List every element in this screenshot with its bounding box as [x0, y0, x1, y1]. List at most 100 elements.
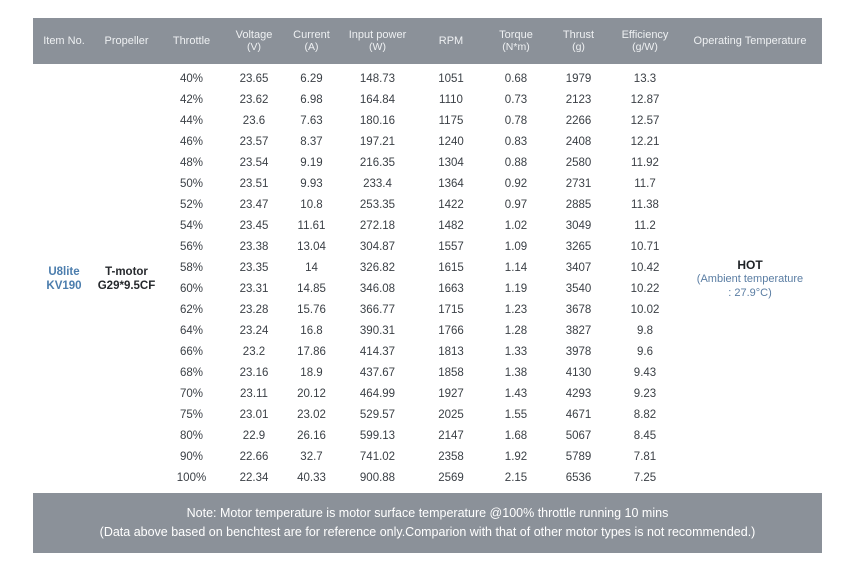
header-cell: Voltage (V): [225, 29, 283, 53]
table-cell: 23.6: [242, 114, 266, 127]
header-label: Thrust: [562, 29, 595, 41]
table-cell: 10.8: [300, 198, 323, 211]
table-cell: 1557: [438, 240, 464, 253]
table-cell: 216.35: [359, 156, 396, 169]
header-label: Voltage: [235, 29, 273, 41]
item-no-line2: KV190: [46, 279, 82, 292]
table-cell: 13.04: [297, 240, 326, 253]
table-cell: 900.88: [359, 472, 396, 485]
table-cell: 70%: [179, 388, 204, 401]
table-cell: 3407: [565, 261, 592, 274]
table-cell: 3978: [565, 346, 592, 359]
table-cell: 14: [305, 261, 318, 274]
table-cell: 8.45: [633, 430, 657, 443]
propeller-line1: T-motor: [105, 265, 148, 278]
table-cell: 48%: [179, 156, 204, 169]
table-cell: 23.31: [239, 282, 269, 295]
table-cell: 1715: [438, 304, 464, 317]
table-cell: 7.81: [633, 451, 657, 464]
table-row: 62% 23.28 15.76 366.77 1715 1.23 3678 10.02: [158, 300, 678, 321]
table-cell: 164.84: [359, 93, 396, 106]
table-cell: 0.83: [504, 135, 528, 148]
table-cell: 10.71: [630, 240, 660, 253]
table-cell: 1.68: [504, 430, 528, 443]
table-cell: 23.28: [239, 304, 269, 317]
propeller-line2: G29*9.5CF: [97, 279, 156, 292]
table-cell: 272.18: [359, 219, 396, 232]
table-cell: 1813: [438, 346, 464, 359]
header-label: Input power: [348, 29, 407, 41]
table-cell: 11.61: [297, 219, 326, 232]
table-cell: 20.12: [297, 388, 326, 401]
table-cell: 1.19: [504, 282, 528, 295]
table-row: 40% 23.65 6.29 148.73 1051 0.68 1979 13.3: [158, 68, 678, 89]
table-cell: 1.02: [504, 219, 528, 232]
header-label: Current: [293, 29, 330, 41]
table-cell: 0.97: [504, 198, 528, 211]
table-cell: 0.92: [504, 177, 528, 190]
header-label: Item No.: [43, 35, 85, 47]
table-cell: 12.57: [630, 114, 660, 127]
table-row: 58% 23.35 14 326.82 1615 1.14 3407 10.42: [158, 257, 678, 278]
header-label: RPM: [438, 35, 464, 47]
header-label: Throttle: [172, 35, 211, 47]
table-cell: 50%: [179, 177, 204, 190]
table-cell: 23.65: [239, 72, 269, 85]
table-cell: 2025: [438, 409, 464, 422]
table-row: 68% 23.16 18.9 437.67 1858 1.38 4130 9.43: [158, 363, 678, 384]
table-cell: 253.35: [359, 198, 396, 211]
table-cell: 2731: [565, 177, 592, 190]
header-cell: Operating Temperature: [678, 35, 822, 47]
table-cell: 0.88: [504, 156, 528, 169]
table-cell: 23.11: [240, 388, 268, 401]
table-cell: 23.38: [239, 240, 269, 253]
table-cell: 80%: [179, 430, 204, 443]
table-cell: 2358: [438, 451, 464, 464]
table-cell: 10.42: [630, 261, 660, 274]
ambient-temperature-line2: : 27.9°C): [728, 286, 772, 299]
table-footer-note: Note: Motor temperature is motor surface…: [33, 493, 822, 553]
table-cell: 52%: [179, 198, 204, 211]
header-label: Propeller: [104, 35, 149, 47]
header-unit: (g): [572, 41, 585, 53]
table-cell: 9.43: [633, 367, 657, 380]
table-row: 64% 23.24 16.8 390.31 1766 1.28 3827 9.8: [158, 321, 678, 342]
table-cell: 54%: [179, 219, 204, 232]
table-cell: 23.47: [239, 198, 269, 211]
table-cell: 60%: [179, 282, 204, 295]
table-cell: 599.13: [359, 430, 396, 443]
table-cell: 8.82: [633, 409, 657, 422]
table-cell: 1240: [438, 135, 464, 148]
table-cell: 2.15: [504, 472, 528, 485]
table-cell: 1.43: [504, 388, 528, 401]
table-cell: 464.99: [359, 388, 396, 401]
table-row: 70% 23.11 20.12 464.99 1927 1.43 4293 9.23: [158, 384, 678, 405]
table-cell: 6.29: [300, 72, 323, 85]
table-cell: 22.34: [239, 472, 269, 485]
table-cell: 1051: [438, 72, 464, 85]
footer-note-line2: (Data above based on benchtest are for r…: [99, 525, 756, 539]
table-row: 42% 23.62 6.98 164.84 1110 0.73 2123 12.87: [158, 89, 678, 110]
header-cell: Throttle: [158, 35, 225, 47]
motor-test-table: Item No. Propeller Throttle Voltage (V) Curre…: [33, 18, 822, 553]
table-cell: 14.85: [297, 282, 326, 295]
table-cell: 9.8: [637, 325, 653, 338]
table-cell: 44%: [179, 114, 204, 127]
header-cell: Efficiency (g/W): [612, 29, 678, 53]
table-cell: 304.87: [359, 240, 396, 253]
table-cell: 6.98: [300, 93, 323, 106]
table-cell: 197.21: [359, 135, 396, 148]
table-cell: 11.2: [634, 219, 656, 232]
table-row: 60% 23.31 14.85 346.08 1663 1.19 3540 10.22: [158, 278, 678, 299]
table-cell: 3678: [565, 304, 592, 317]
table-cell: 46%: [179, 135, 204, 148]
table-cell: 1482: [438, 219, 464, 232]
table-cell: 1304: [438, 156, 464, 169]
table-cell: 4130: [565, 367, 592, 380]
table-cell: 9.23: [633, 388, 657, 401]
table-cell: 326.82: [359, 261, 396, 274]
table-cell: 23.02: [297, 409, 326, 422]
table-cell: 346.08: [359, 282, 396, 295]
table-cell: 16.8: [300, 325, 323, 338]
